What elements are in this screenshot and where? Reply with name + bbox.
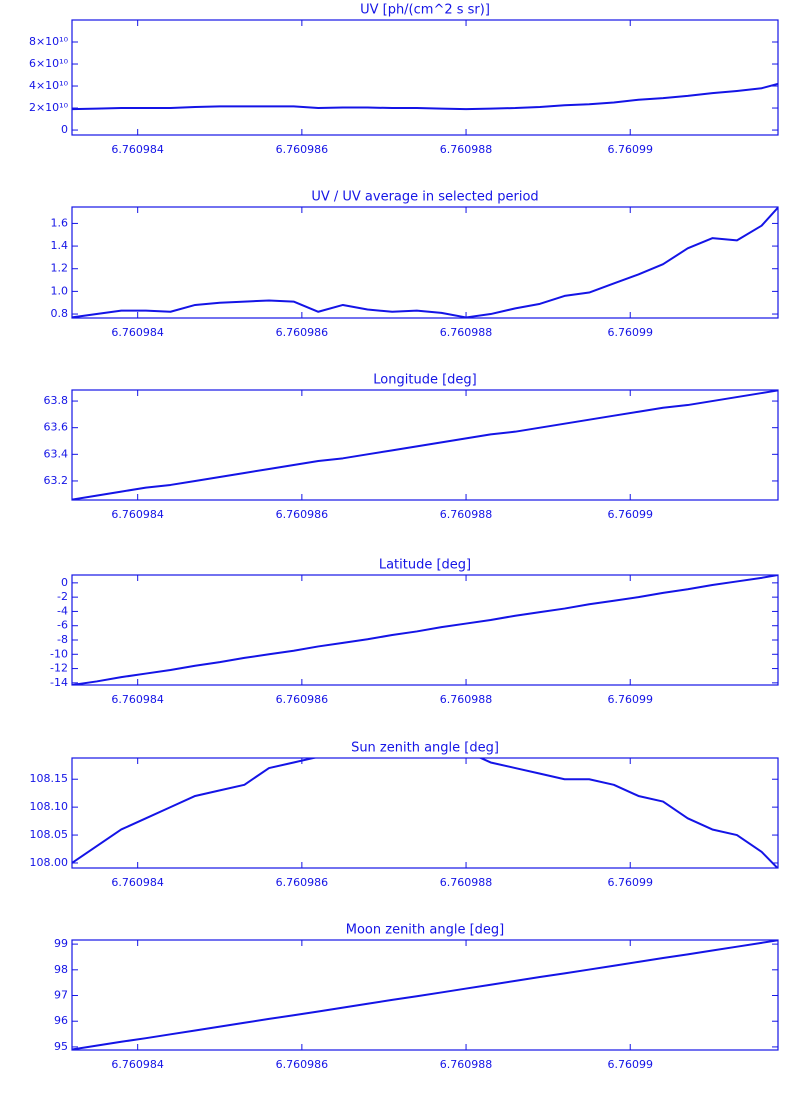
plot-frame — [71, 206, 779, 319]
y-tick-label: 96 — [54, 1014, 68, 1027]
x-tick-label: 6.760986 — [276, 143, 329, 156]
data-line — [72, 575, 778, 685]
panel: Moon zenith angle [deg] 6.760984 6.760986 6… — [54, 923, 779, 1071]
y-tick-label: 2×10¹⁰ — [29, 101, 69, 114]
y-tick-label: 0 — [61, 576, 68, 589]
plot-frame — [71, 19, 779, 136]
panel-title: Sun zenith angle [deg] — [351, 741, 499, 756]
x-tick-label: 6.76099 — [607, 876, 653, 889]
x-tick-label: 6.760984 — [111, 326, 164, 339]
x-tick-label: 6.760986 — [276, 508, 329, 521]
x-tick-label: 6.760986 — [276, 693, 329, 706]
data-line — [72, 940, 778, 1050]
y-tick-label: -10 — [50, 647, 68, 660]
panel: Sun zenith angle [deg] 6.760984 6.760986 6.… — [30, 741, 779, 889]
x-tick-label: 6.76099 — [607, 693, 653, 706]
y-tick-label: 63.4 — [44, 447, 69, 460]
y-tick-label: -8 — [57, 633, 68, 646]
panel-title: Moon zenith angle [deg] — [346, 923, 504, 938]
x-tick-label: 6.76099 — [607, 326, 653, 339]
y-tick-label: -12 — [50, 662, 68, 675]
panel-title: UV / UV average in selected period — [311, 190, 538, 205]
plot-frame — [71, 939, 779, 1051]
panel: UV [ph/(cm^2 s sr)] 6.760984 6.760986 6.760… — [29, 3, 779, 156]
x-tick-label: 6.760984 — [111, 876, 164, 889]
panel: UV / UV average in selected period 6.7609… — [51, 190, 779, 339]
y-tick-label: 6×10¹⁰ — [29, 57, 69, 70]
data-line — [72, 390, 778, 500]
y-tick-label: 108.00 — [30, 856, 69, 869]
panel-title: Latitude [deg] — [379, 558, 471, 573]
plot-frame — [71, 389, 779, 501]
x-tick-label: 6.760984 — [111, 143, 164, 156]
y-tick-label: 108.05 — [30, 828, 69, 841]
y-tick-label: 95 — [54, 1040, 68, 1053]
panel-title: Longitude [deg] — [373, 373, 476, 388]
x-tick-label: 6.760988 — [440, 326, 493, 339]
y-tick-label: -4 — [57, 604, 68, 617]
y-tick-label: 99 — [54, 937, 68, 950]
y-tick-label: 8×10¹⁰ — [29, 35, 69, 48]
x-tick-label: 6.760986 — [276, 876, 329, 889]
x-tick-label: 6.76099 — [607, 508, 653, 521]
y-tick-label: 108.15 — [30, 772, 69, 785]
y-tick-label: 4×10¹⁰ — [29, 79, 69, 92]
x-tick-label: 6.76099 — [607, 1058, 653, 1071]
data-line — [72, 207, 778, 318]
y-tick-label: 63.2 — [44, 474, 69, 487]
y-tick-label: 0 — [61, 123, 68, 136]
x-tick-label: 6.760988 — [440, 876, 493, 889]
plot-frame — [71, 574, 779, 686]
x-tick-label: 6.760988 — [440, 693, 493, 706]
x-tick-label: 6.760984 — [111, 508, 164, 521]
y-tick-label: 1.6 — [51, 216, 69, 229]
data-line — [72, 82, 778, 111]
panel: Latitude [deg] 6.760984 6.760986 6.760988 6.… — [50, 558, 779, 706]
y-tick-label: 1.0 — [51, 284, 69, 297]
y-tick-label: -14 — [50, 676, 68, 689]
plot-frame — [71, 757, 779, 869]
y-tick-label: 97 — [54, 989, 68, 1002]
x-tick-label: 6.760984 — [111, 1058, 164, 1071]
x-tick-label: 6.760986 — [276, 326, 329, 339]
y-tick-label: 1.2 — [51, 262, 69, 275]
x-tick-label: 6.760986 — [276, 1058, 329, 1071]
x-tick-label: 6.760984 — [111, 693, 164, 706]
y-tick-label: -6 — [57, 619, 68, 632]
x-tick-label: 6.760988 — [440, 508, 493, 521]
y-tick-label: 1.4 — [51, 239, 69, 252]
y-tick-label: 98 — [54, 963, 68, 976]
y-tick-label: 108.10 — [30, 800, 69, 813]
data-line — [72, 758, 778, 868]
panel-title: UV [ph/(cm^2 s sr)] — [360, 3, 490, 18]
x-tick-label: 6.76099 — [607, 143, 653, 156]
panel: Longitude [deg] 6.760984 6.760986 6.760988 6… — [44, 373, 779, 521]
x-tick-label: 6.760988 — [440, 143, 493, 156]
y-tick-label: 0.8 — [51, 307, 69, 320]
y-tick-label: 63.8 — [44, 394, 69, 407]
y-tick-label: 63.6 — [44, 421, 69, 434]
x-tick-label: 6.760988 — [440, 1058, 493, 1071]
y-tick-label: -2 — [57, 590, 68, 603]
